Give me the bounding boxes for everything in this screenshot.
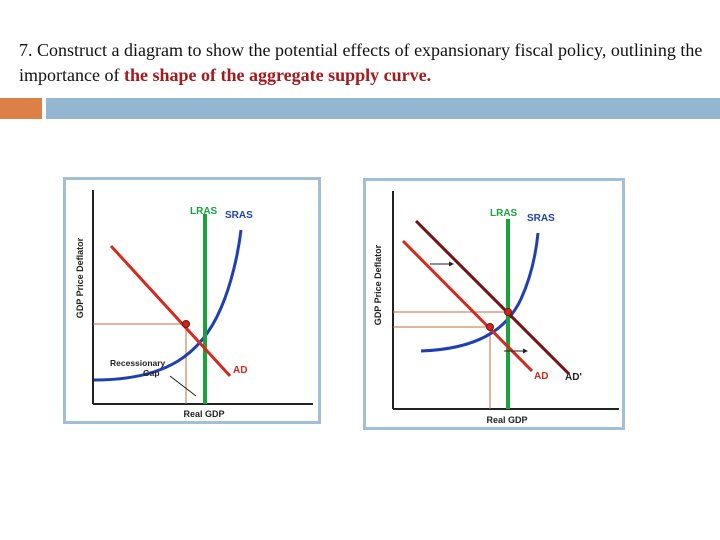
left-diagram: LRAS SRAS AD Recessionary Gap Real GDP G… xyxy=(75,190,313,419)
slide-title: 7. Construct a diagram to show the poten… xyxy=(19,38,709,88)
left-gap-pointer xyxy=(169,375,197,397)
right-shift-arrowhead-top xyxy=(449,261,454,267)
right-ad-shifted-label: AD' xyxy=(565,372,582,383)
right-diagram-panel: LRAS SRAS AD AD' Real GDP GDP Price Defl… xyxy=(363,178,625,430)
title-highlight: the shape of the aggregate supply curve. xyxy=(123,65,432,85)
right-original-equilibrium xyxy=(486,323,494,331)
left-ad-label: AD xyxy=(233,365,247,376)
right-sras-label: SRAS xyxy=(527,213,555,224)
left-equilibrium-point xyxy=(182,320,190,328)
left-gap-label: Recessionary Gap xyxy=(110,358,168,378)
accent-bar-orange xyxy=(0,98,42,119)
left-sras-curve xyxy=(93,229,243,382)
right-y-axis-label: GDP Price Deflator xyxy=(373,244,383,325)
accent-bar-blue xyxy=(46,98,720,119)
title-text: 7. Construct a diagram to show the poten… xyxy=(19,40,703,85)
left-ad-line xyxy=(109,244,232,378)
right-ad-label: AD xyxy=(534,371,548,382)
left-sras-label: SRAS xyxy=(225,210,253,221)
right-new-equilibrium xyxy=(504,308,512,316)
right-sras-curve xyxy=(420,232,540,353)
right-lras-label: LRAS xyxy=(490,208,518,219)
right-shift-arrowhead-bottom xyxy=(523,348,528,354)
left-lras-label: LRAS xyxy=(190,206,218,217)
left-diagram-panel: LRAS SRAS AD Recessionary Gap Real GDP G… xyxy=(63,177,321,424)
left-y-axis-label: GDP Price Deflator xyxy=(75,237,85,318)
left-x-axis-label: Real GDP xyxy=(183,409,224,419)
right-diagram: LRAS SRAS AD AD' Real GDP GDP Price Defl… xyxy=(373,191,619,425)
right-x-axis-label: Real GDP xyxy=(486,415,527,425)
right-ad-shifted-line xyxy=(414,219,571,376)
right-ad-line xyxy=(401,239,534,373)
